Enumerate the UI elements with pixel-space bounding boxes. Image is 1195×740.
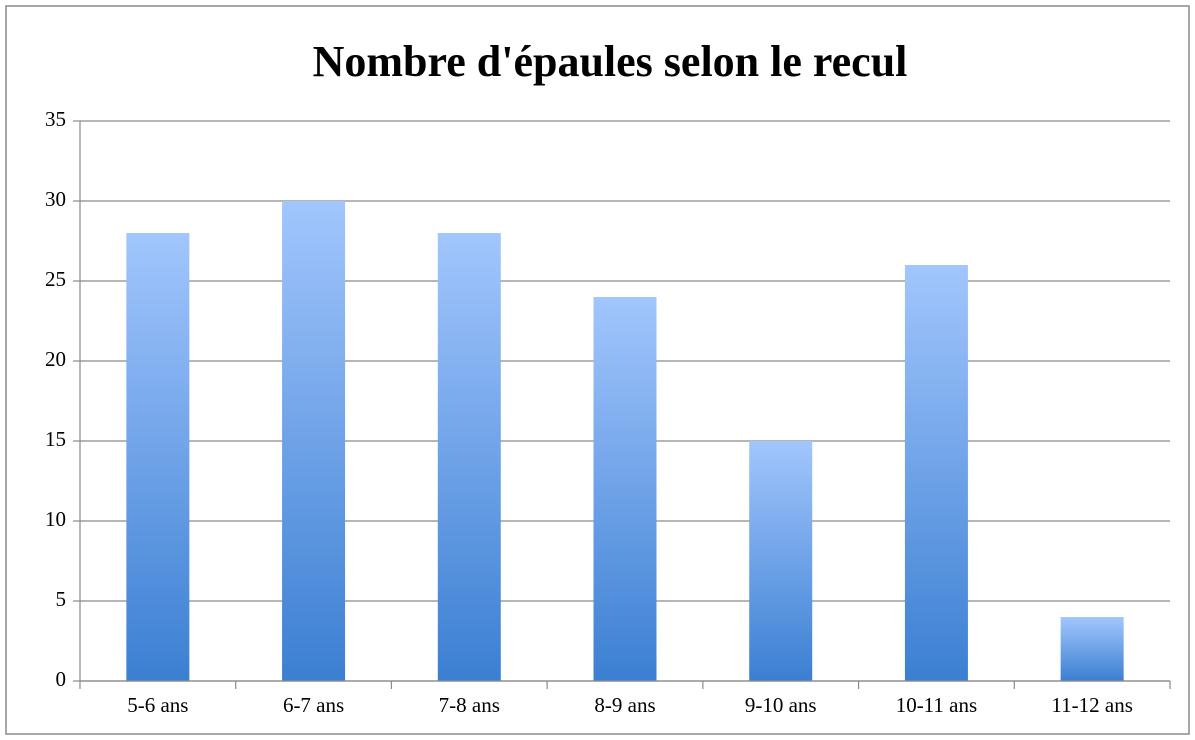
y-tick-label: 35: [45, 107, 66, 131]
bar: [593, 297, 657, 681]
x-tick-label: 10-11 ans: [896, 693, 977, 717]
y-tick-label: 15: [45, 427, 66, 451]
x-tick-label: 11-12 ans: [1051, 693, 1132, 717]
y-tick-label: 30: [45, 187, 66, 211]
bar: [749, 441, 813, 681]
y-tick-label: 10: [45, 507, 66, 531]
y-tick-label: 0: [56, 667, 67, 691]
x-tick-label: 9-10 ans: [745, 693, 817, 717]
chart-title: Nombre d'épaules selon le recul: [313, 37, 908, 86]
y-tick-label: 25: [45, 267, 66, 291]
y-tick-label: 5: [56, 587, 67, 611]
x-tick-label: 7-8 ans: [439, 693, 500, 717]
x-tick-label: 6-7 ans: [283, 693, 344, 717]
y-tick-label: 20: [45, 347, 66, 371]
bar: [1060, 617, 1124, 681]
bar: [282, 201, 346, 681]
bar: [437, 233, 501, 681]
x-tick-label: 5-6 ans: [127, 693, 188, 717]
x-tick-label: 8-9 ans: [594, 693, 655, 717]
bar: [904, 265, 968, 681]
bar: [126, 233, 190, 681]
